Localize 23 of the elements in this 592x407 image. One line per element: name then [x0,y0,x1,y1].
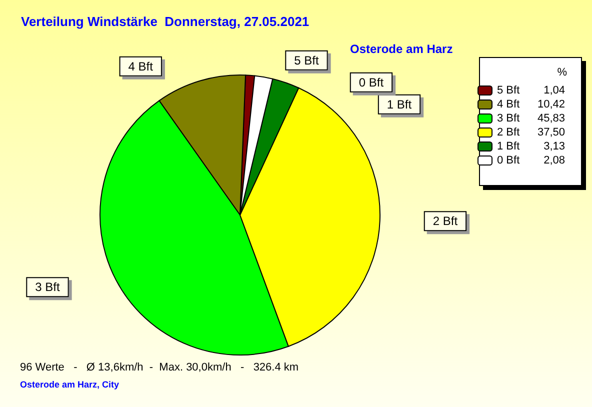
category-label: 1 Bft [386,97,412,112]
chart-subtitle: Osterode am Harz [350,42,453,56]
data-label: 3,13 [544,140,565,152]
legend-label: 3 Bft [497,112,520,124]
legend-label: 0 Bft [497,154,520,166]
slice-label: 4 Bft [128,59,154,74]
text: 96 Werte - Ø 13,6km/h - Max. 30,0km/h - 326.4 km [20,362,299,374]
legend-label: 2 Bft [497,126,520,138]
chart-title: Verteilung Windstärke Donnerstag, 27.05.2021 [21,14,310,29]
data-label: 2,08 [544,154,565,166]
data-label: 1,04 [544,84,565,96]
legend-title: % [557,66,568,78]
data-label: 45,83 [537,112,565,124]
slice-label: 3 Bft [35,280,60,294]
legend-label: 1 Bft [497,140,520,152]
slice-label: 2 Bft [432,214,458,228]
data-label: 10,42 [537,98,565,110]
category-label: 5 Bft [294,53,319,68]
data-label: 37,50 [537,126,565,138]
legend-label: 4 Bft [497,98,520,110]
legend-label: 5 Bft [497,84,520,96]
text: Osterode am Harz, City [20,380,120,390]
category-label: 0 Bft [358,75,384,90]
